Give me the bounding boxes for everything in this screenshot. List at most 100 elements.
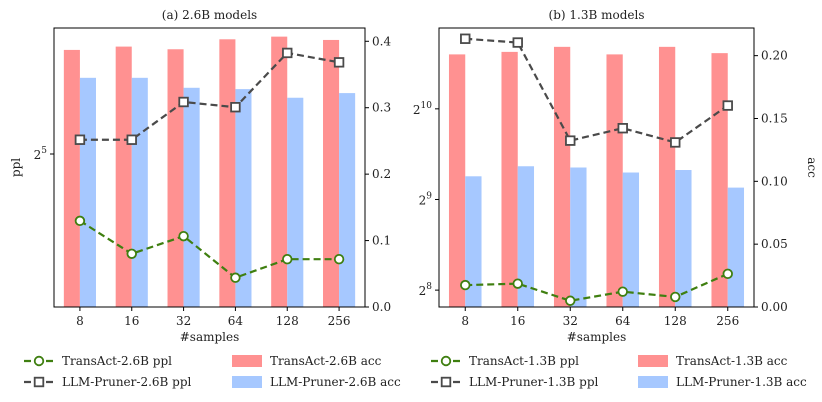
legend-marker	[33, 376, 45, 388]
y-right-tick-label: 0.4	[372, 34, 391, 48]
y-right-tick-label: 0.0	[372, 300, 391, 314]
point-llm-pruner-2-6b-ppl-16	[126, 134, 137, 145]
point-transact-2-6b-ppl-32	[178, 230, 189, 242]
y-left-tick-label: 210	[413, 101, 432, 117]
y-right-tick-label: 0.15	[761, 111, 788, 125]
x-tick-label: 8	[76, 314, 84, 328]
y-right-tick-label: 0.20	[761, 49, 788, 63]
legend-bar-swatch	[232, 376, 262, 388]
bar-transact-1-3b-acc-128	[658, 46, 676, 308]
x-tick-label: 256	[328, 314, 351, 328]
legend-marker	[440, 355, 452, 367]
point-llm-pruner-2-6b-ppl-256	[333, 57, 345, 68]
bar-transact-1-3b-acc-16	[501, 51, 518, 307]
x-tick-label: 16	[124, 314, 139, 328]
bar-transact-2-6b-acc-8	[63, 49, 80, 308]
point-transact-2-6b-ppl-64	[230, 272, 241, 283]
plot-frame	[438, 27, 755, 308]
point-transact-1-3b-ppl-128	[670, 291, 681, 303]
bar-transact-1-3b-acc-256	[711, 53, 728, 308]
y-right-tick-label: 0.1	[372, 234, 391, 248]
x-tick-label: 16	[510, 314, 525, 328]
point-transact-2-6b-ppl-16	[126, 248, 137, 259]
point-transact-1-3b-ppl-8	[460, 279, 471, 291]
x-tick-label: 64	[615, 314, 631, 328]
line-llm-pruner-1-3b-ppl	[465, 37, 729, 144]
x-tick-label: 32	[176, 314, 191, 328]
point-transact-1-3b-ppl-64	[617, 286, 628, 297]
point-transact-2-6b-ppl-8	[74, 215, 86, 227]
point-llm-pruner-1-3b-ppl-128	[670, 137, 681, 148]
y-right-tick-label: 0.3	[372, 101, 391, 115]
bar-llm-pruner-1-3b-acc-256	[727, 187, 745, 307]
legend-label: TransAct-2.6B ppl	[62, 354, 172, 368]
plot-frame	[53, 27, 366, 308]
legend-bar-swatch	[232, 355, 262, 367]
legend-marker	[33, 355, 45, 367]
x-tick-label: 32	[563, 314, 578, 328]
legend-marker	[440, 376, 452, 388]
bar-llm-pruner-2-6b-acc-8	[79, 77, 96, 307]
y-left-tick-label: 29	[419, 191, 433, 207]
y-right-tick-label: 0.00	[761, 300, 788, 314]
chart-title: (a) 2.6B models	[162, 8, 257, 22]
point-llm-pruner-2-6b-ppl-8	[74, 134, 86, 145]
point-llm-pruner-1-3b-ppl-32	[565, 135, 576, 146]
legend-label: TransAct-1.3B acc	[676, 354, 788, 368]
x-tick-label: 64	[228, 314, 244, 328]
bar-llm-pruner-2-6b-acc-256	[339, 93, 356, 307]
bar-transact-1-3b-acc-64	[606, 54, 623, 307]
x-tick-label: 128	[276, 314, 299, 328]
legend-label: LLM-Pruner-2.6B ppl	[62, 375, 192, 389]
point-llm-pruner-2-6b-ppl-128	[282, 47, 293, 59]
y-right-tick-label: 0.2	[372, 167, 391, 181]
line-transact-1-3b-ppl	[465, 272, 729, 302]
bar-llm-pruner-1-3b-acc-32	[570, 167, 587, 307]
x-axis-title: #samples	[567, 330, 627, 344]
point-transact-1-3b-ppl-256	[722, 268, 733, 280]
line-transact-2-6b-ppl	[79, 219, 340, 279]
x-tick-label: 256	[716, 314, 739, 328]
bar-llm-pruner-2-6b-acc-128	[287, 97, 304, 307]
bar-transact-2-6b-acc-16	[115, 46, 132, 307]
y-left-axis-title: ppl	[9, 158, 23, 177]
point-transact-1-3b-ppl-16	[512, 278, 523, 289]
legend: TransAct-2.6B ppl LLM-Pruner-2.6B ppl Tran…	[24, 354, 401, 389]
bar-llm-pruner-1-3b-acc-64	[622, 172, 640, 307]
point-transact-1-3b-ppl-32	[565, 295, 576, 306]
point-llm-pruner-1-3b-ppl-256	[722, 100, 733, 111]
legend-label: TransAct-2.6B acc	[270, 354, 382, 368]
y-left-tick-label: 28	[419, 282, 433, 298]
bar-transact-2-6b-acc-128	[271, 36, 288, 308]
bar-llm-pruner-2-6b-acc-16	[131, 77, 148, 307]
point-llm-pruner-2-6b-ppl-32	[178, 96, 189, 108]
chart-panel-2: 8 16 32 64 128 256 28 29 210 0.00 0.05 0.10 0.15 0.20…	[413, 8, 819, 389]
y-right-tick-label: 0.05	[761, 237, 788, 251]
legend-label: LLM-Pruner-1.3B ppl	[469, 375, 599, 389]
legend-label: LLM-Pruner-2.6B acc	[270, 375, 401, 389]
point-llm-pruner-1-3b-ppl-8	[460, 33, 471, 44]
legend-label: TransAct-1.3B ppl	[469, 354, 579, 368]
x-tick-label: 8	[461, 314, 469, 328]
bar-llm-pruner-1-3b-acc-8	[465, 176, 482, 307]
bar-llm-pruner-1-3b-acc-128	[675, 170, 692, 307]
y-right-tick-label: 0.10	[761, 174, 788, 188]
x-axis-title: #samples	[180, 330, 240, 344]
y-right-axis-title: acc	[805, 157, 819, 178]
point-transact-2-6b-ppl-256	[333, 253, 345, 265]
legend: TransAct-1.3B ppl LLM-Pruner-1.3B ppl Tran…	[431, 354, 807, 389]
legend-label: LLM-Pruner-1.3B acc	[676, 375, 807, 389]
chart-panel-1: 8 16 32 64 128 256 25 0.0 0.1 0.2 0.3 0.4 (a) 2.6B m…	[9, 8, 401, 389]
bar-llm-pruner-1-3b-acc-16	[517, 166, 535, 307]
bar-transact-2-6b-acc-256	[323, 39, 340, 307]
bar-transact-1-3b-acc-8	[448, 54, 466, 307]
x-tick-label: 128	[664, 314, 687, 328]
point-llm-pruner-1-3b-ppl-64	[617, 123, 628, 134]
bar-llm-pruner-2-6b-acc-64	[235, 89, 252, 307]
chart-title: (b) 1.3B models	[549, 8, 645, 22]
y-left-tick-label: 25	[34, 146, 48, 162]
bar-transact-1-3b-acc-32	[553, 46, 571, 308]
legend-bar-swatch	[638, 355, 668, 367]
point-llm-pruner-1-3b-ppl-16	[512, 37, 523, 48]
